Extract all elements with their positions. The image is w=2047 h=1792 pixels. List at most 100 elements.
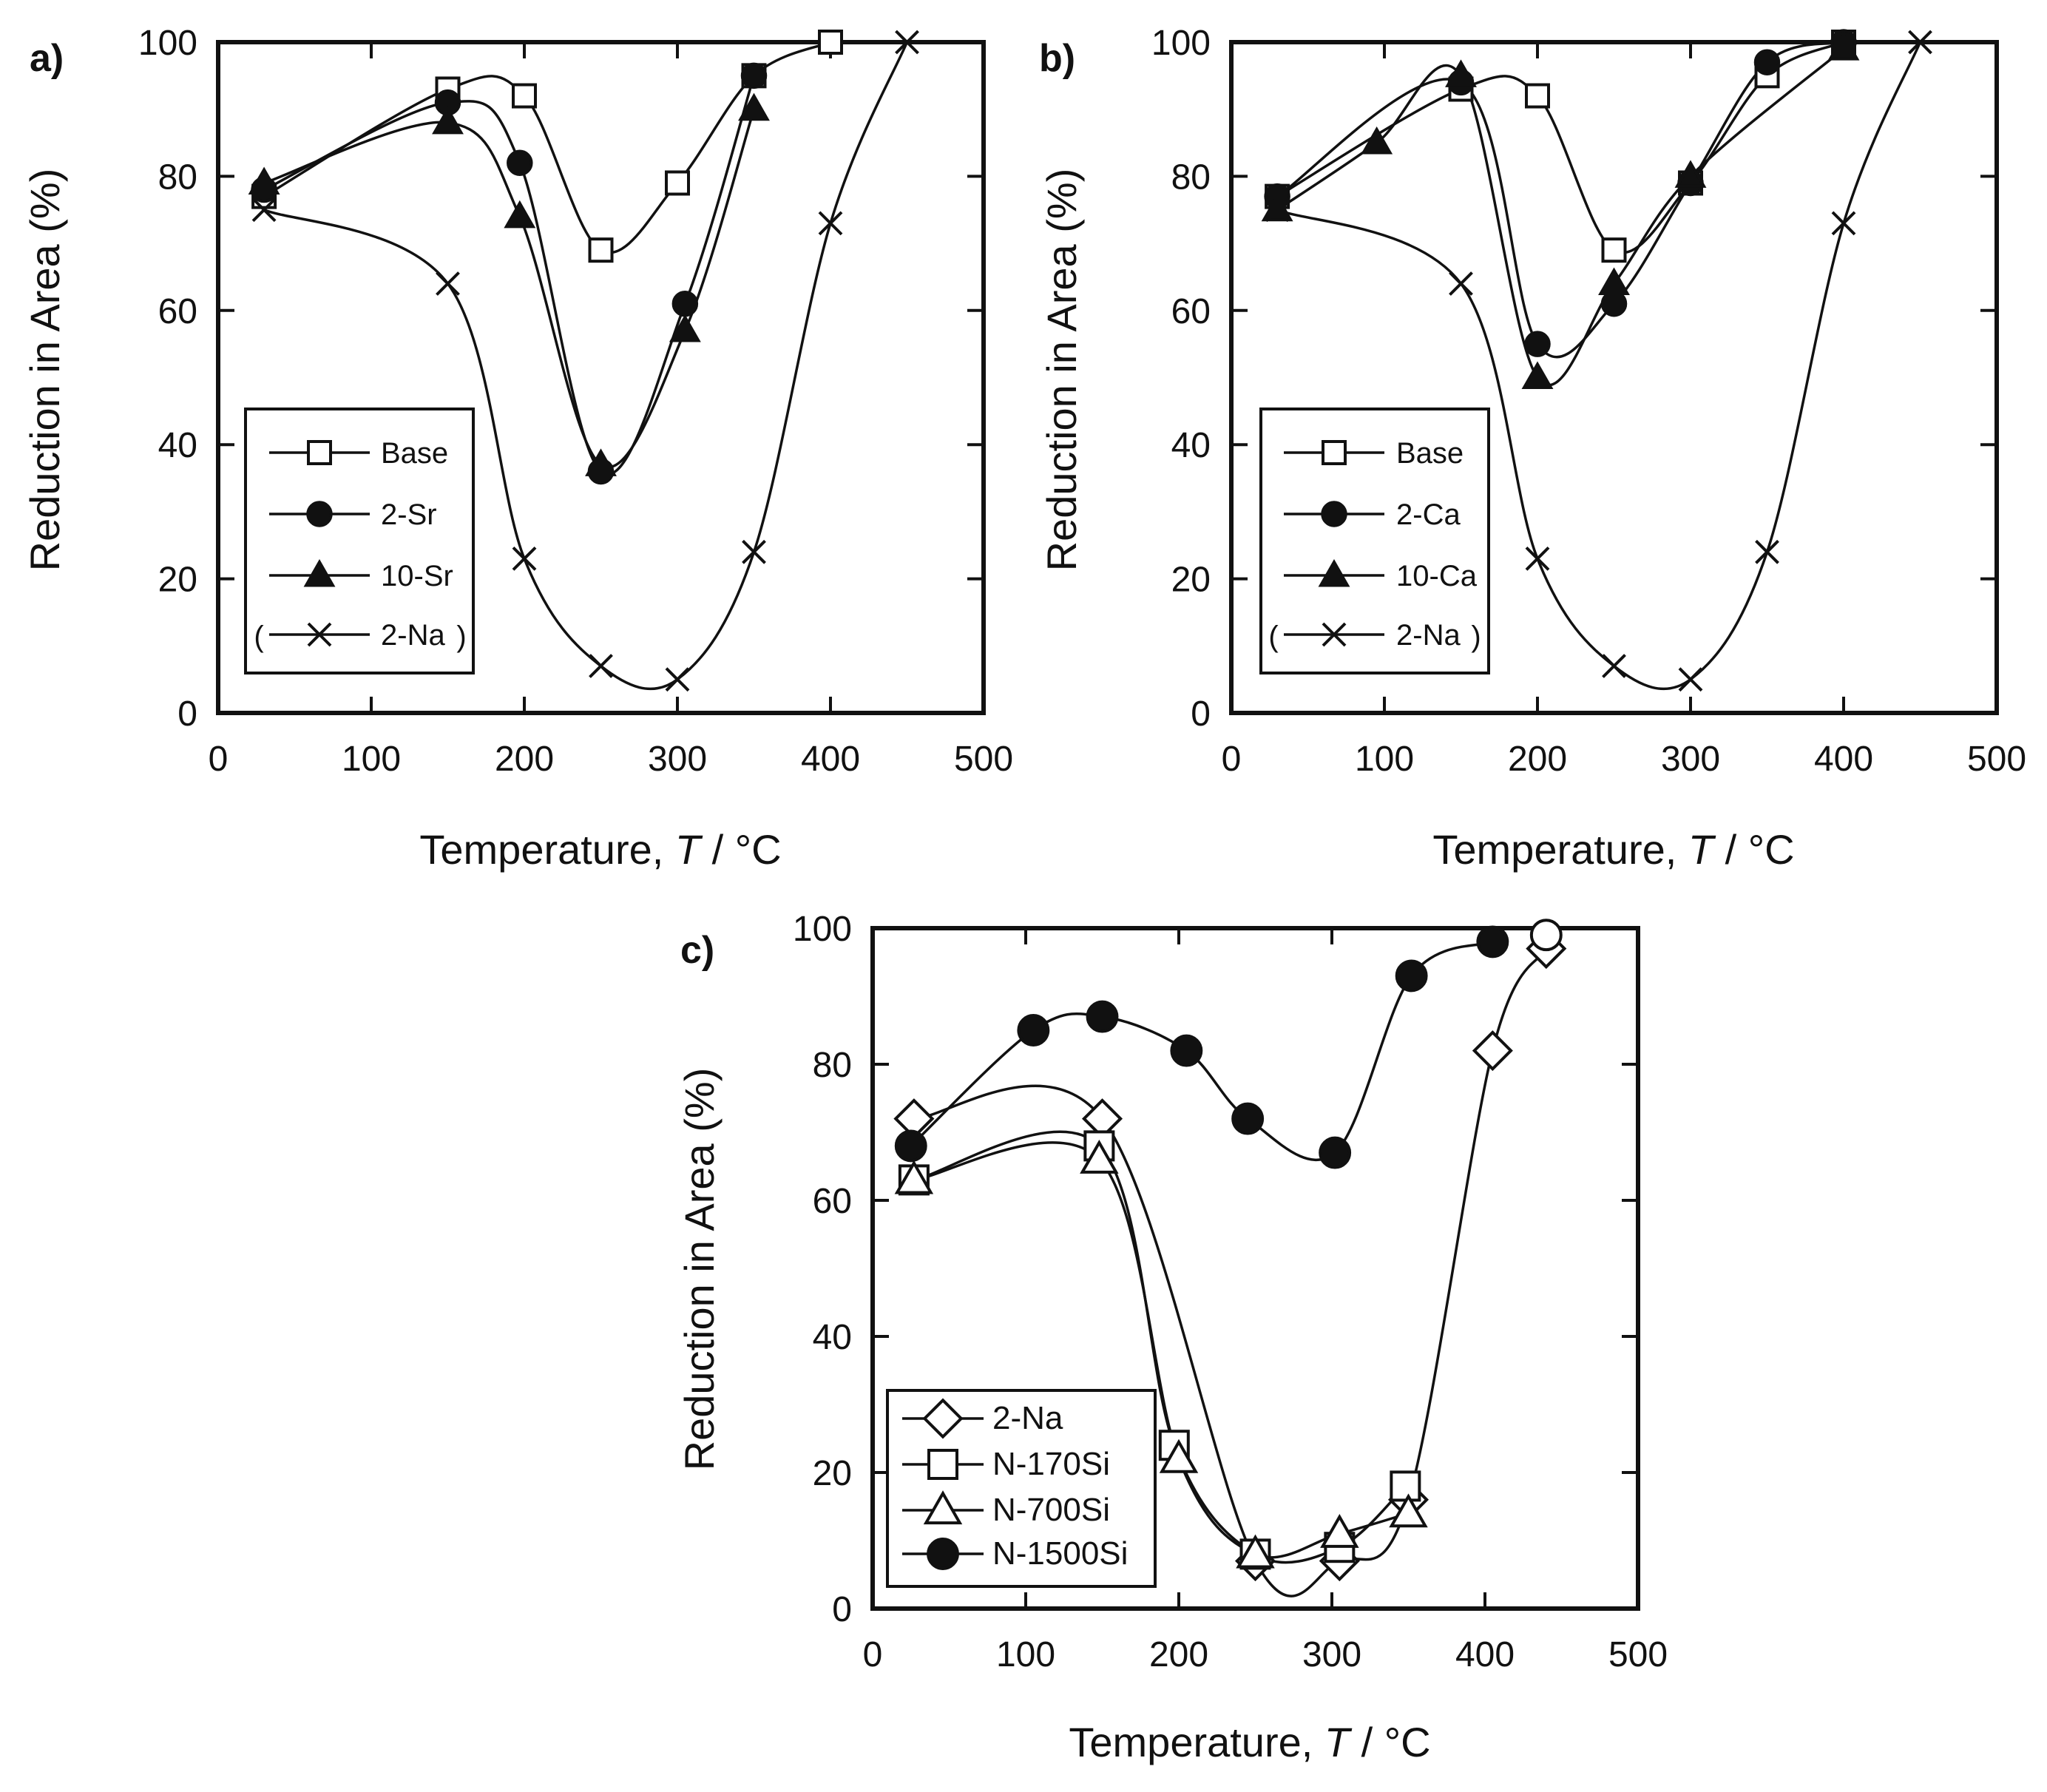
legend-marker-Base xyxy=(1322,440,1347,465)
legend-label-2-Na: 2-Na xyxy=(381,619,445,652)
data-point-N-700Si xyxy=(1080,1139,1119,1174)
y-tick-label: 60 xyxy=(813,1182,852,1221)
data-point-10-Sr xyxy=(738,92,770,121)
data-point-N-700Si xyxy=(1159,1438,1199,1473)
data-point-2-Na xyxy=(1678,667,1703,692)
panel-a-label: a) xyxy=(30,37,64,80)
data-point-10-Ca xyxy=(1598,267,1630,296)
x-tick-label: 500 xyxy=(954,740,1013,779)
y-tick-label: 60 xyxy=(158,292,197,331)
legend-label-2-Ca: 2-Ca xyxy=(1396,498,1461,531)
y-tick-label: 60 xyxy=(1171,292,1211,331)
data-point-2-Na xyxy=(589,654,613,678)
y-tick-label: 100 xyxy=(138,24,197,63)
x-tick-label: 400 xyxy=(1455,1635,1515,1674)
y-tick-label: 20 xyxy=(158,561,197,600)
data-point-N-1500Si xyxy=(1231,1102,1265,1135)
data-point-10-Sr xyxy=(585,448,617,476)
legend-marker-2-Na xyxy=(922,1398,964,1439)
data-point-Base xyxy=(1601,237,1627,263)
data-point-N-1500Si xyxy=(1086,1000,1119,1033)
panel-c: c) Reduction in Area (%) Temperature, T … xyxy=(676,910,1668,1765)
legend-label-2-Na: 2-Na xyxy=(992,1400,1063,1436)
panel-b-ylabel: Reduction in Area (%) xyxy=(1038,169,1085,572)
data-point-open-circle xyxy=(1529,919,1563,952)
x-tick-label: 100 xyxy=(996,1635,1055,1674)
legend-marker-10-Sr xyxy=(303,558,336,587)
y-tick-label: 80 xyxy=(1171,158,1211,197)
legend-marker-N-170Si xyxy=(927,1449,958,1480)
legend-label-N-170Si: N-170Si xyxy=(992,1446,1110,1482)
data-point-2-Na xyxy=(1449,271,1473,296)
y-tick-label: 20 xyxy=(1171,561,1211,600)
panel-c-label: c) xyxy=(680,929,714,972)
x-tick-label: 0 xyxy=(1222,740,1242,779)
data-point-10-Ca xyxy=(1361,126,1393,155)
data-point-2-Na xyxy=(1908,30,1932,55)
legend-label-10-Ca: 10-Ca xyxy=(1396,560,1478,592)
data-point-2-Na xyxy=(895,30,919,55)
data-point-2-Na xyxy=(1602,654,1626,678)
data-point-2-Na xyxy=(512,546,537,571)
data-point-10-Ca xyxy=(1445,59,1477,87)
data-point-10-Ca xyxy=(1521,361,1554,389)
data-point-10-Ca xyxy=(1827,33,1860,61)
series-line-2-Na xyxy=(1276,41,1922,691)
x-tick-label: 100 xyxy=(342,740,401,779)
data-point-2-Na xyxy=(665,667,690,692)
data-point-N-1500Si xyxy=(1319,1136,1352,1169)
data-point-10-Sr xyxy=(504,200,536,229)
y-tick-label: 40 xyxy=(158,426,197,465)
legend-marker-2-Ca xyxy=(1321,501,1347,527)
y-tick-label: 0 xyxy=(177,694,197,734)
panel-c-ylabel: Reduction in Area (%) xyxy=(676,1068,723,1471)
data-point-10-Sr xyxy=(248,166,280,195)
legend-label-Base: Base xyxy=(1396,437,1464,470)
x-tick-label: 300 xyxy=(1661,740,1720,779)
panel-b-plot-area: 0 100 200 300 400 500 0 20 40 60 80 100 Base 2-Ca 10-C… xyxy=(1151,24,2026,779)
legend-marker-Base xyxy=(307,440,332,465)
data-point-N-1500Si xyxy=(894,1129,927,1163)
series-line-2-Sr xyxy=(263,75,756,476)
data-point-10-Sr xyxy=(669,314,701,342)
series-line-2-Ca xyxy=(1276,41,1844,359)
panel-a-xlabel: Temperature, T / °C xyxy=(419,826,781,873)
legend-marker-10-Ca xyxy=(1318,558,1350,587)
y-tick-label: 40 xyxy=(1171,426,1211,465)
y-tick-label: 100 xyxy=(793,910,852,949)
legend-bracket-open: ( xyxy=(254,621,264,653)
data-point-N-1500Si xyxy=(1170,1034,1203,1067)
legend-marker-N-700Si xyxy=(923,1490,963,1525)
x-tick-label: 300 xyxy=(648,740,707,779)
data-point-2-Na xyxy=(1755,539,1779,564)
panel-b-frame xyxy=(1229,40,1999,715)
data-point-2-Sr xyxy=(507,149,533,177)
legend-label-N-700Si: N-700Si xyxy=(992,1492,1110,1528)
panel-c-plot-area: 0 100 200 300 400 500 0 20 40 60 80 100 2-Na N-170Si N… xyxy=(793,910,1668,1674)
y-tick-label: 80 xyxy=(158,158,197,197)
series-line-2-Na xyxy=(263,41,909,691)
legend-bracket-close: ) xyxy=(1471,621,1481,653)
x-tick-label: 500 xyxy=(1967,740,2026,779)
data-point-2-Na xyxy=(251,197,277,223)
data-point-2-Ca xyxy=(1753,49,1781,75)
x-tick-label: 0 xyxy=(863,1635,883,1674)
data-point-2-Ca xyxy=(1524,331,1551,357)
panel-a-ylabel: Reduction in Area (%) xyxy=(21,169,68,572)
x-tick-label: 200 xyxy=(1508,740,1567,779)
legend-label-N-1500Si: N-1500Si xyxy=(992,1535,1128,1572)
x-tick-label: 300 xyxy=(1302,1635,1361,1674)
x-tick-label: 500 xyxy=(1608,1635,1668,1674)
data-point-N-700Si xyxy=(1236,1534,1275,1569)
y-tick-label: 80 xyxy=(813,1046,852,1085)
x-tick-label: 100 xyxy=(1355,740,1414,779)
data-point-2-Na xyxy=(742,539,766,564)
data-point-N-1500Si xyxy=(1017,1014,1050,1047)
panel-b-label: b) xyxy=(1039,37,1075,80)
data-point-2-Na xyxy=(1525,546,1550,571)
data-point-2-Na xyxy=(1265,197,1290,223)
y-tick-label: 20 xyxy=(813,1454,852,1493)
data-point-2-Na xyxy=(1472,1030,1513,1072)
legend-marker-2-Sr xyxy=(306,501,333,527)
legend-bracket-open: ( xyxy=(1268,621,1279,653)
